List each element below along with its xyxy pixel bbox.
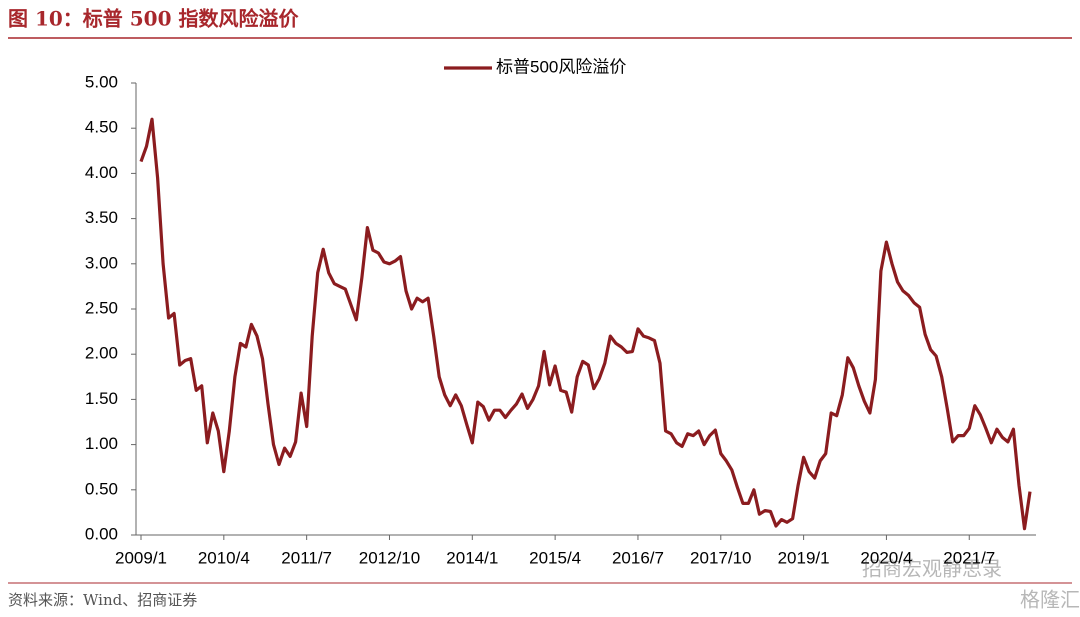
y-tick-label: 2.00 — [85, 344, 118, 363]
y-tick-label: 2.50 — [85, 298, 118, 317]
x-tick-label: 2012/10 — [359, 548, 420, 567]
y-tick-label: 1.00 — [85, 434, 118, 453]
x-tick-label: 2010/4 — [198, 548, 250, 567]
watermark: 招商宏观静思录 — [862, 557, 1002, 580]
y-tick-label: 5.00 — [85, 72, 118, 91]
x-tick-label: 2019/1 — [778, 548, 830, 567]
x-tick-label: 2015/4 — [529, 548, 581, 567]
watermark: 格隆汇 — [1020, 588, 1080, 611]
y-tick-label: 1.50 — [85, 389, 118, 408]
y-tick-label: 0.50 — [85, 479, 118, 498]
y-tick-label: 4.00 — [85, 163, 118, 182]
x-tick-label: 2017/10 — [690, 548, 751, 567]
y-tick-label: 4.50 — [85, 118, 118, 137]
series-line — [139, 117, 1032, 531]
y-tick-label: 3.00 — [85, 253, 118, 272]
x-tick-label: 2014/1 — [446, 548, 498, 567]
x-tick-label: 2020/4 — [860, 548, 912, 567]
legend-label: 标普500风险溢价 — [496, 57, 626, 76]
y-tick-label: 0.00 — [85, 524, 118, 543]
x-tick-label: 2009/1 — [115, 548, 167, 567]
figure-title: 图 10：标普 500 指数风险溢价 — [8, 7, 299, 31]
source: 资料来源：Wind、招商证券 — [8, 591, 197, 609]
y-tick-label: 3.50 — [85, 208, 118, 227]
x-tick-label: 2011/7 — [281, 548, 332, 567]
x-tick-label: 2021/7 — [943, 548, 995, 567]
x-tick-label: 2016/7 — [612, 548, 664, 567]
